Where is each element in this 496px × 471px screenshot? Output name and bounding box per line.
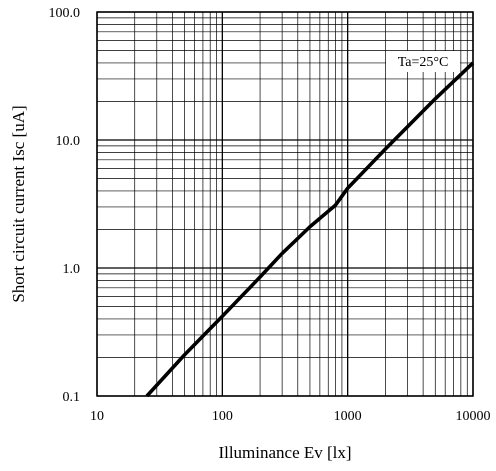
plot-frame xyxy=(96,11,474,397)
y-tick-label: 10.0 xyxy=(56,134,81,149)
x-tick-label: 10000 xyxy=(456,409,491,424)
x-tick-label: 1000 xyxy=(334,409,362,424)
tick-labels: 10 100 1000 10000 0.1 1.0 10.0 100.0 xyxy=(49,6,491,424)
x-axis-title: Illuminance Ev [lx] xyxy=(218,443,351,462)
y-tick-label: 0.1 xyxy=(63,390,81,405)
y-tick-label: 1.0 xyxy=(63,262,81,277)
series-line xyxy=(145,61,475,398)
annotation-background xyxy=(386,51,460,72)
x-tick-label: 10 xyxy=(90,409,104,424)
x-tick-label: 100 xyxy=(212,409,233,424)
y-tick-label: 100.0 xyxy=(49,6,81,21)
y-axis-title: Short circuit current Isc [uA] xyxy=(9,105,28,302)
annotation: Ta=25°C xyxy=(386,51,460,72)
series-layer xyxy=(145,61,475,398)
annotation-text: Ta=25°C xyxy=(398,55,449,70)
grid-minor xyxy=(97,12,473,396)
